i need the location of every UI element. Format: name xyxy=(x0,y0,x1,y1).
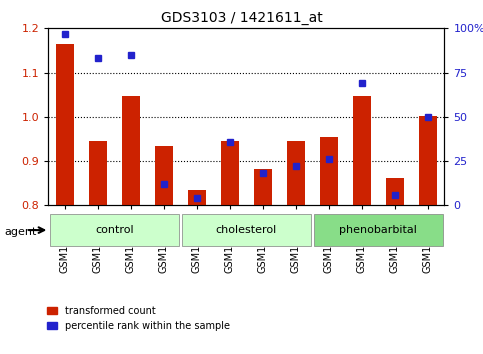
Bar xyxy=(89,141,107,205)
Bar xyxy=(287,141,305,205)
Text: cholesterol: cholesterol xyxy=(216,225,277,235)
Bar xyxy=(155,145,173,205)
Bar xyxy=(188,190,206,205)
Bar xyxy=(56,44,74,205)
Text: control: control xyxy=(95,225,134,235)
Bar xyxy=(419,116,437,205)
FancyBboxPatch shape xyxy=(182,214,311,246)
Text: GDS3103 / 1421611_at: GDS3103 / 1421611_at xyxy=(161,11,322,25)
Bar xyxy=(386,178,404,205)
FancyBboxPatch shape xyxy=(50,214,179,246)
Legend: transformed count, percentile rank within the sample: transformed count, percentile rank withi… xyxy=(43,302,234,335)
Bar xyxy=(353,96,371,205)
Bar xyxy=(254,169,272,205)
FancyBboxPatch shape xyxy=(314,214,443,246)
Bar xyxy=(320,137,338,205)
Bar xyxy=(122,96,140,205)
Text: phenobarbital: phenobarbital xyxy=(340,225,417,235)
Bar xyxy=(221,141,239,205)
Text: agent: agent xyxy=(5,227,37,237)
